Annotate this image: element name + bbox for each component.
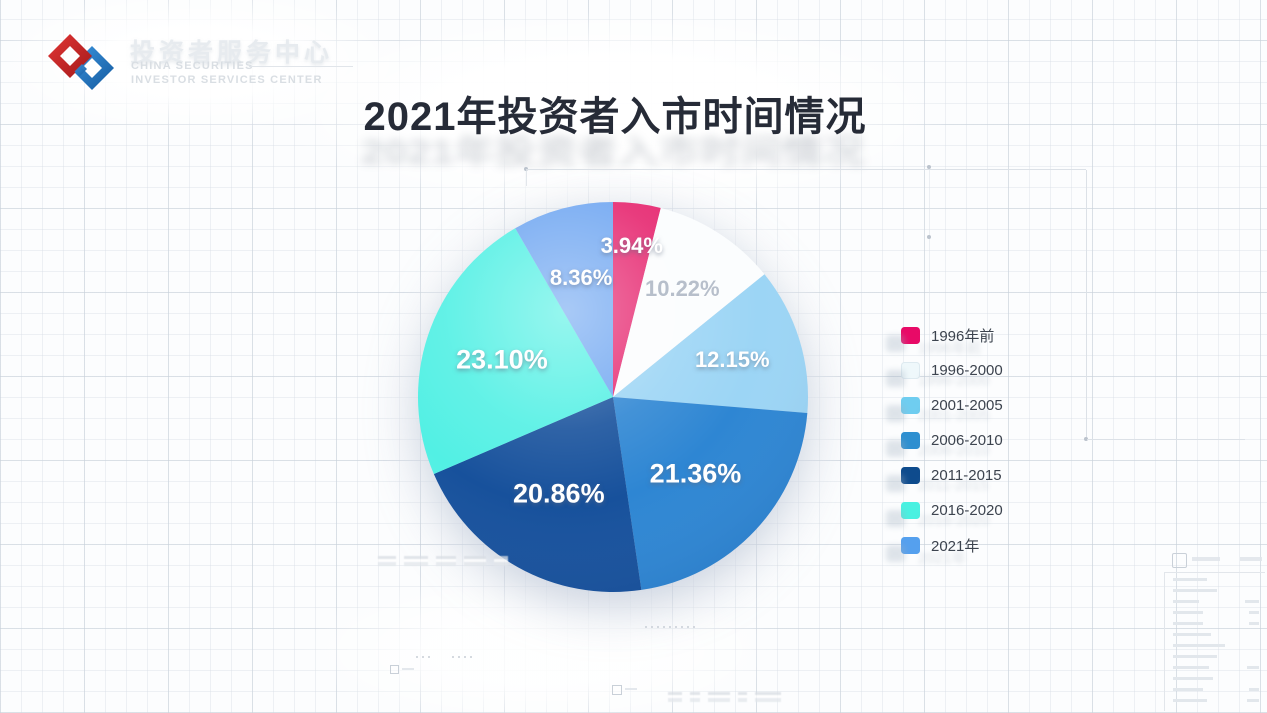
pie-value-label-2001-2005: 12.15% [694, 347, 770, 373]
faint-text-cluster [378, 556, 508, 562]
frame-dot [927, 235, 931, 239]
legend-label: 2011-2015 [931, 466, 1002, 484]
frame-dot [1084, 437, 1088, 441]
faint-spec-panel [1164, 572, 1265, 711]
pie-value-label-2016-2020: 23.10% [456, 344, 548, 375]
legend-label: 2006-2010 [931, 431, 1003, 449]
faint-spec-row [1173, 609, 1265, 617]
page-title: 2021年投资者入市时间情况 [363, 95, 867, 139]
legend-ghost-swatch [886, 545, 905, 562]
legend-label: 2021年 [931, 537, 980, 555]
legend-ghost-swatch [886, 335, 905, 352]
faint-spec-row [1173, 697, 1265, 705]
pie-chart [417, 202, 809, 592]
faint-spec-row [1173, 664, 1265, 672]
frame-dot [927, 165, 931, 169]
pie-gloss-overlay [418, 202, 808, 592]
legend-label: 2016-2020 [931, 501, 1003, 519]
faint-spec-row [1173, 686, 1265, 694]
legend-item-2006-2010: 2006-2010 2006-2010 [886, 431, 1003, 459]
legend-label: 1996-2000 [931, 361, 1003, 379]
legend-ghost-text: 2011-2015 [918, 477, 989, 494]
faint-label-bar [625, 688, 637, 690]
legend-ghost-swatch [886, 370, 905, 387]
legend-item-2011-2015: 2011-2015 2011-2015 [886, 466, 1003, 494]
legend-label: 2001-2005 [931, 396, 1003, 414]
faint-label-bar [402, 668, 414, 670]
legend-ghost-text: 1996年前 [918, 340, 982, 357]
faint-text-cluster [668, 692, 781, 698]
faint-spec-row [1173, 631, 1265, 639]
logo-divider-line [249, 66, 353, 67]
frame-line-right [1086, 170, 1087, 439]
chart-legend: 1996年前 1996年前 1996-2000 1996-2000 2001-2005 2… [886, 326, 1003, 571]
logo-watermark-en1: CHINA SECURITIES [131, 60, 254, 72]
legend-swatch-icon [901, 431, 920, 449]
pie-value-label-2021年: 8.36% [549, 265, 613, 291]
dotted-row [452, 656, 472, 658]
frame-line-bottom [1087, 439, 1245, 440]
legend-ghost-text: 2021年 [918, 550, 967, 567]
legend-swatch-icon [901, 361, 920, 379]
legend-swatch-icon [901, 536, 920, 554]
legend-ghost-swatch [886, 510, 905, 527]
checkbox-icon [612, 685, 622, 695]
legend-label: 1996年前 [931, 327, 995, 345]
faint-spec-row [1173, 598, 1265, 606]
faint-spec-row [1173, 675, 1265, 683]
faint-spec-row [1173, 587, 1265, 595]
legend-swatch-icon [901, 501, 920, 519]
legend-item-2021年: 2021年 2021年 [886, 536, 1003, 567]
faint-label-bar [1240, 557, 1262, 561]
legend-item-2001-2005: 2001-2005 2001-2005 [886, 396, 1003, 424]
csisc-logo-icon [44, 30, 118, 101]
legend-ghost-text: 1996-2000 [918, 372, 990, 389]
pie-value-label-1996-2000: 10.22% [644, 275, 720, 301]
legend-ghost-swatch [886, 475, 905, 492]
legend-item-1996年前: 1996年前 1996年前 [886, 326, 1003, 357]
faint-spec-row [1173, 653, 1265, 661]
legend-ghost-swatch [886, 405, 905, 422]
frame-line-top [526, 169, 1086, 170]
faint-spec-row [1173, 576, 1265, 584]
page-title-ghost: 2021年投资者入市时间情况 [361, 133, 865, 172]
pie-value-label-1996年前: 3.94% [600, 233, 663, 259]
legend-ghost-text: 2016-2020 [918, 512, 990, 529]
frame-tick [526, 169, 527, 186]
faint-label-bar [1192, 557, 1220, 561]
legend-swatch-icon [901, 396, 920, 414]
legend-item-1996-2000: 1996-2000 1996-2000 [886, 361, 1003, 389]
logo-watermark-cn: 投资者服务中心 [130, 39, 334, 67]
faint-spec-row [1173, 620, 1265, 628]
dotted-row [416, 656, 430, 658]
legend-swatch-icon [901, 466, 920, 484]
legend-swatch-icon [901, 326, 920, 344]
pie-value-label-2011-2015: 20.86% [513, 478, 605, 509]
checkbox-icon [390, 665, 399, 674]
legend-ghost-swatch [886, 440, 905, 457]
dotted-row [645, 626, 695, 628]
legend-item-2016-2020: 2016-2020 2016-2020 [886, 501, 1003, 529]
legend-ghost-text: 2006-2010 [918, 442, 990, 459]
logo-watermark-en2: INVESTOR SERVICES CENTER [131, 74, 323, 86]
pie-value-label-2006-2010: 21.36% [649, 458, 742, 489]
checkbox-icon [1172, 553, 1187, 568]
logo-interlocked-rings-icon [48, 34, 114, 90]
faint-spec-row [1173, 642, 1265, 650]
legend-ghost-text: 2001-2005 [918, 407, 990, 424]
frame-line-mid [929, 167, 930, 440]
